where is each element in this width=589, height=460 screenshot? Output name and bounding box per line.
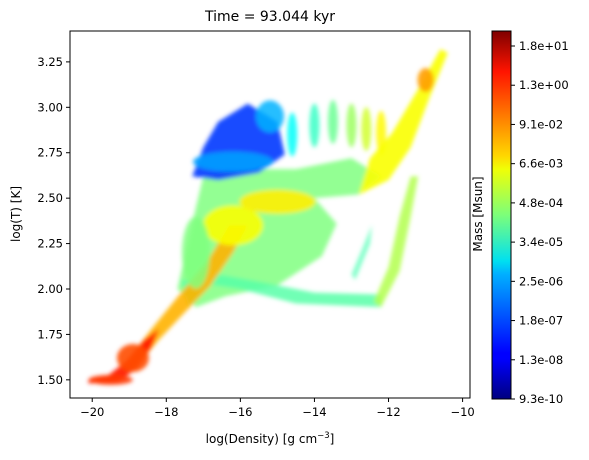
density-cell [239, 189, 316, 214]
x-axis-label: log(Density) [g cm−3] [206, 431, 335, 446]
density-cell [309, 103, 320, 148]
y-tick-label: 2.00 [37, 282, 63, 296]
density-cell [116, 344, 149, 373]
y-tick-label: 2.75 [37, 146, 63, 160]
density-region [373, 176, 419, 308]
colorbar-tick-label: 6.6e-03 [519, 157, 563, 171]
x-tick-label: −10 [450, 405, 474, 419]
density-region [358, 49, 448, 195]
colorbar-tick-label: 9.1e-02 [519, 117, 563, 131]
colorbar-frame [491, 30, 512, 400]
y-tick-label: 3.25 [37, 55, 63, 69]
colorbar: 9.3e-10 1.3e-08 1.8e-07 2.5e-06 3.4e-05 4.8e-… [471, 30, 569, 406]
density-region [181, 274, 382, 308]
data-regions [88, 49, 448, 385]
colorbar-tick-label: 4.8e-04 [519, 196, 563, 210]
y-axis-label: log(T) [K] [9, 186, 23, 242]
density-cell [361, 107, 372, 152]
x-axis-label-main: log(Density) [g cm [206, 432, 318, 446]
x-tick-label: −18 [154, 405, 178, 419]
density-cell [417, 68, 434, 93]
colorbar-label: Mass [Msun] [471, 176, 485, 251]
x-tick-label: −12 [376, 405, 400, 419]
chart-title: Time = 93.044 kyr [204, 9, 335, 25]
density-cell [88, 374, 133, 385]
density-cell [192, 151, 273, 172]
plot-area [88, 49, 448, 385]
colorbar-tick-label: 1.3e-08 [519, 353, 563, 367]
density-region [351, 225, 372, 280]
plot-frame [69, 30, 471, 399]
colorbar-tick-label: 1.8e-07 [519, 314, 563, 328]
colorbar-tick-label: 2.5e-06 [519, 274, 563, 288]
y-axis-ticks: 1.50 1.75 2.00 2.25 2.50 2.75 3.00 3.25 [37, 55, 70, 387]
x-axis-label-exponent: −3 [317, 431, 330, 441]
density-cell [327, 99, 338, 144]
x-axis-ticks: −20 −18 −16 −14 −12 −10 [80, 398, 475, 419]
colorbar-gradient [492, 31, 511, 399]
colorbar-tick-label: 1.3e+00 [519, 78, 569, 92]
x-tick-label: −14 [302, 405, 326, 419]
colorbar-tick-label: 1.8e+01 [519, 39, 569, 53]
density-region [177, 158, 382, 308]
y-tick-label: 2.25 [37, 237, 63, 251]
y-tick-label: 3.00 [37, 100, 63, 114]
x-tick-label: −16 [228, 405, 252, 419]
colorbar-tick-label: 9.3e-10 [519, 392, 563, 406]
x-axis-label-end: ] [330, 432, 335, 446]
y-tick-label: 1.75 [37, 327, 63, 341]
density-cell [202, 205, 263, 246]
density-cell [256, 100, 284, 133]
density-region [129, 225, 248, 371]
y-tick-label: 2.50 [37, 191, 63, 205]
density-cell [181, 216, 210, 289]
colorbar-tick-label: 3.4e-05 [519, 235, 563, 249]
x-tick-label: −20 [80, 405, 104, 419]
y-tick-label: 1.50 [37, 373, 63, 387]
density-cell [346, 103, 357, 148]
colorbar-ticks: 9.3e-10 1.3e-08 1.8e-07 2.5e-06 3.4e-05 4.8e-… [511, 39, 569, 406]
density-cell [287, 112, 298, 157]
